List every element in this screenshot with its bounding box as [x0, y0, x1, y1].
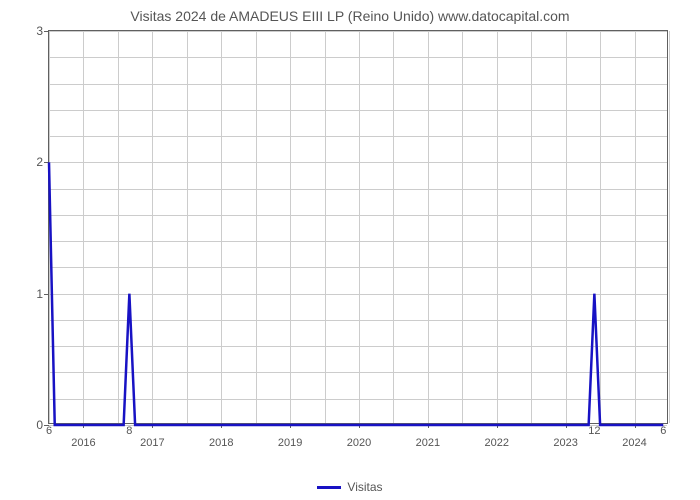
- legend: Visitas: [0, 480, 700, 494]
- x-tick-label: 2017: [140, 437, 164, 449]
- x-tick-label: 2023: [553, 437, 577, 449]
- plot-area: 0123201620172018201920202021202220232024…: [48, 30, 668, 424]
- chart-title: Visitas 2024 de AMADEUS EIII LP (Reino U…: [0, 8, 700, 24]
- line-layer: [49, 31, 669, 425]
- legend-swatch: [317, 486, 341, 489]
- x-tick-label: 2019: [278, 437, 302, 449]
- gridline-vertical: [669, 31, 670, 423]
- y-tick-label: 3: [36, 24, 43, 38]
- x-tick-label: 2022: [485, 437, 509, 449]
- y-tick-label: 1: [36, 287, 43, 301]
- x-tick-label: 2016: [71, 437, 95, 449]
- x-tick-label: 2024: [622, 437, 646, 449]
- x-tick-label: 2018: [209, 437, 233, 449]
- data-point-label: 12: [588, 425, 600, 437]
- legend-label: Visitas: [347, 480, 382, 494]
- y-tick-label: 2: [36, 155, 43, 169]
- x-tick-label: 2021: [416, 437, 440, 449]
- y-tick-label: 0: [36, 418, 43, 432]
- series-line: [49, 162, 663, 425]
- data-point-label: 6: [46, 425, 52, 437]
- x-tick-label: 2020: [347, 437, 371, 449]
- data-point-label: 8: [126, 425, 132, 437]
- data-point-label: 6: [660, 425, 666, 437]
- chart-container: Visitas 2024 de AMADEUS EIII LP (Reino U…: [0, 0, 700, 500]
